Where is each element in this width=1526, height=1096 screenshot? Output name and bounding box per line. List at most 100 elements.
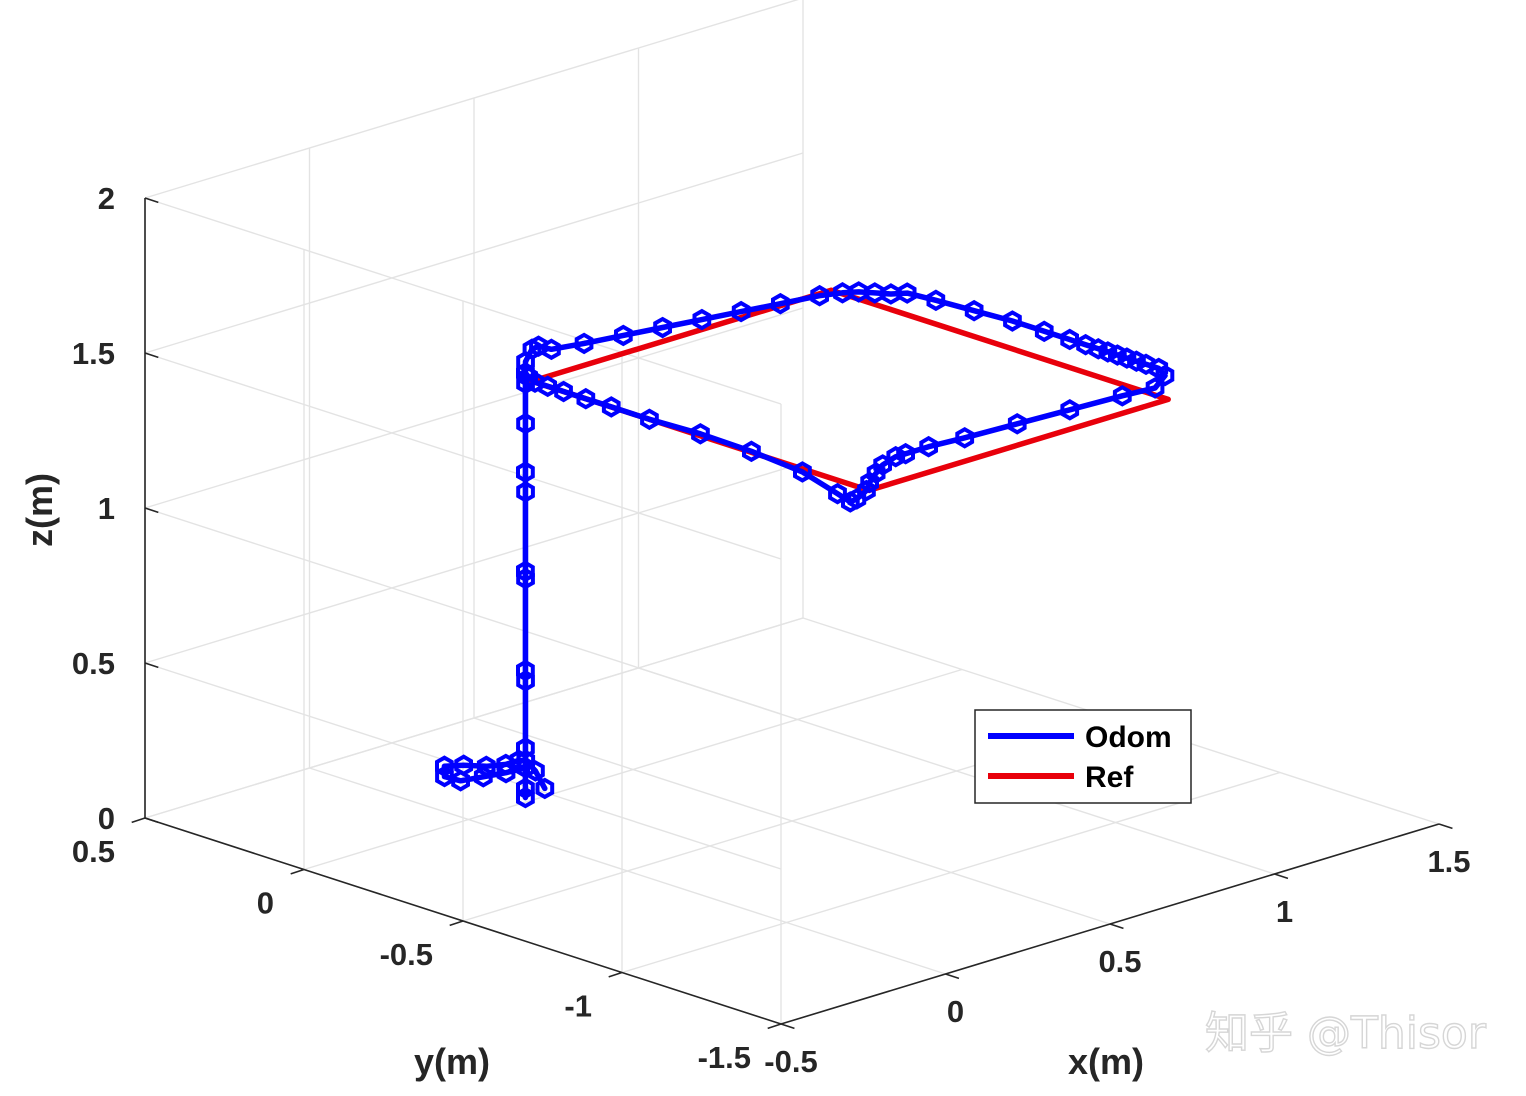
- z-tick-label: 1.5: [72, 336, 115, 371]
- z-tick-label: 0.5: [72, 646, 115, 681]
- z-tick-label: 2: [98, 181, 115, 216]
- x-tick-label: 1.5: [1427, 844, 1470, 879]
- data-point-odom: [1145, 377, 1165, 399]
- x-axis-label: x(m): [1068, 1041, 1144, 1082]
- data-point-odom: [516, 362, 535, 384]
- y-tick-label: -0.5: [380, 937, 433, 972]
- z-tick-label: 1: [98, 491, 115, 526]
- x-tick-label: 0.5: [1098, 944, 1141, 979]
- y-tick-label: -1.5: [698, 1040, 751, 1075]
- y-tick-label: 0: [257, 886, 274, 921]
- data-point-odom: [1060, 328, 1079, 351]
- y-tick-mark: [131, 817, 146, 824]
- data-point-odom: [1112, 384, 1132, 407]
- data-point-odom: [516, 412, 535, 435]
- data-point-odom: [516, 749, 536, 772]
- data-point-odom: [1076, 333, 1095, 356]
- data-point-odom: [1136, 353, 1156, 376]
- grid-line-floor-y: [303, 668, 963, 871]
- grid-layer: [144, 0, 1440, 1025]
- y-tick-mark: [449, 920, 464, 927]
- x-tick-label: 1: [1276, 894, 1293, 929]
- grid-line-backwall-z: [144, 462, 804, 664]
- data-point-odom: [516, 737, 535, 759]
- legend-box: [974, 709, 1192, 804]
- data-point-odom: [435, 765, 454, 788]
- z-tick-mark: [144, 197, 159, 204]
- legend-label-odom: Odom: [1085, 721, 1172, 754]
- data-point-odom: [828, 482, 847, 505]
- z-tick-label: 0: [98, 801, 115, 836]
- y-axis-label: y(m): [414, 1041, 490, 1082]
- series-layer: [435, 281, 1175, 809]
- data-point-odom: [576, 387, 596, 410]
- data-point-odom: [1060, 398, 1080, 421]
- grid-line-backwall-z: [144, 0, 799, 199]
- data-point-odom: [496, 753, 516, 776]
- data-point-odom: [926, 289, 946, 312]
- grid-line-sidewall-z: [144, 352, 782, 560]
- y-tick-label: 0.5: [72, 834, 115, 869]
- data-point-odom: [1007, 412, 1027, 435]
- grid-line-backwall-z: [144, 307, 804, 509]
- data-point-odom: [516, 777, 535, 800]
- z-tick-mark: [144, 352, 159, 359]
- y-tick-mark: [608, 971, 623, 978]
- data-point-odom: [516, 659, 535, 682]
- data-point-odom: [860, 471, 879, 494]
- data-point-odom: [771, 292, 790, 315]
- grid-line-sidewall-z: [144, 197, 782, 405]
- data-point-odom: [542, 338, 561, 361]
- x-tick-mark: [1274, 873, 1289, 880]
- y-tick-mark: [767, 1023, 782, 1030]
- data-point-odom: [886, 445, 906, 468]
- tick-labels: -0.500.511.5-1.5-1-0.500.500.511.52: [72, 181, 1471, 1079]
- data-point-odom: [857, 479, 876, 502]
- data-point-odom: [601, 396, 621, 418]
- x-tick-label: 0: [947, 994, 964, 1029]
- axes-layer: [131, 197, 1453, 1030]
- data-point-odom: [516, 786, 535, 809]
- data-point-odom: [516, 560, 535, 583]
- data-point-odom: [731, 300, 751, 323]
- data-point-odom: [476, 755, 496, 778]
- data-point-odom: [964, 299, 984, 322]
- data-point-odom: [574, 332, 594, 355]
- data-point-odom: [793, 461, 812, 483]
- data-point-odom: [473, 766, 493, 788]
- data-point-odom: [897, 282, 917, 304]
- y-tick-label: -1: [564, 989, 592, 1024]
- x-tick-mark: [1109, 923, 1124, 930]
- data-point-odom: [522, 338, 542, 360]
- x-tick-label: -0.5: [764, 1044, 817, 1079]
- data-point-odom: [1034, 320, 1054, 343]
- data-point-odom: [955, 427, 975, 449]
- z-tick-mark: [144, 662, 159, 669]
- data-point-odom: [1003, 310, 1022, 332]
- grid-line-backwall-z: [144, 617, 804, 819]
- watermark: 知乎 @Thisor: [1205, 1008, 1487, 1059]
- grid-line-sidewall-z: [144, 507, 782, 715]
- x-tick-mark: [780, 1023, 795, 1030]
- data-point-odom: [1155, 364, 1175, 387]
- data-point-odom: [435, 755, 454, 778]
- series-line-ref: [529, 287, 1171, 494]
- data-point-odom: [691, 422, 710, 445]
- data-point-odom: [919, 435, 938, 458]
- z-tick-mark: [144, 507, 159, 514]
- legend-label-ref: Ref: [1085, 761, 1134, 794]
- grid-line-floor-y: [621, 771, 1281, 974]
- z-tick-mark: [144, 817, 159, 824]
- data-point-odom: [692, 308, 712, 331]
- z-axis-label: z(m): [19, 473, 60, 547]
- data-point-odom: [516, 480, 535, 503]
- data-point-odom: [496, 761, 516, 784]
- legend: Odom Ref: [974, 709, 1192, 804]
- data-point-odom: [519, 366, 538, 388]
- x-tick-mark: [1438, 823, 1453, 830]
- data-point-odom: [614, 324, 633, 347]
- data-point-odom: [742, 440, 761, 463]
- data-point-odom: [516, 461, 535, 483]
- data-point-odom: [810, 284, 829, 307]
